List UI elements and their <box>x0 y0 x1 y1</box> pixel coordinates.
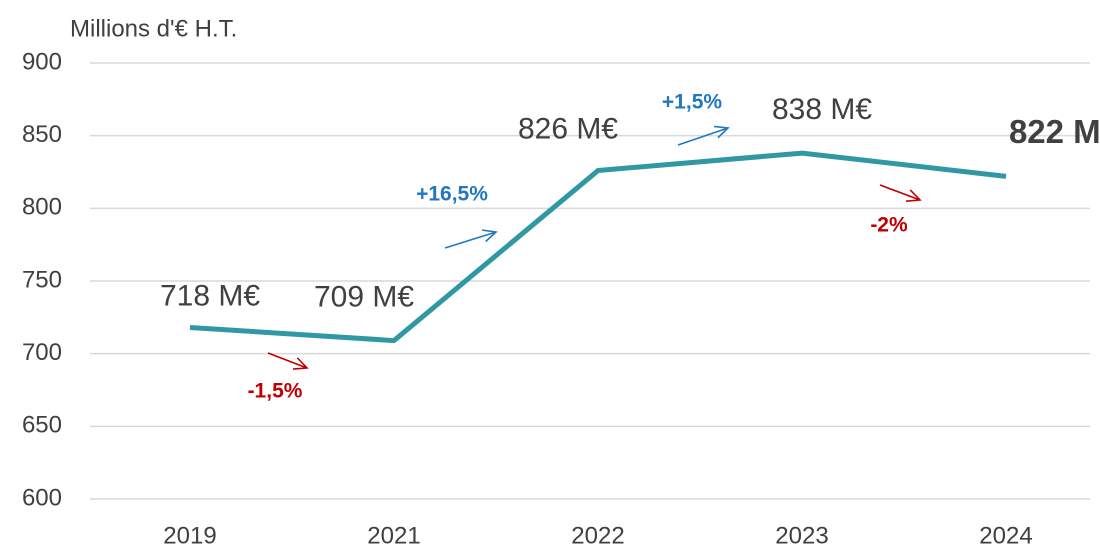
x-tick-label: 2021 <box>367 522 420 549</box>
y-tick-label: 900 <box>22 48 62 75</box>
y-tick-label: 800 <box>22 194 62 221</box>
x-tick-label: 2022 <box>571 522 624 549</box>
change-arrow <box>677 125 730 146</box>
data-label: 718 M€ <box>160 279 260 312</box>
y-tick-label: 850 <box>22 121 62 148</box>
change-annotation: +1,5% <box>662 91 722 114</box>
data-label: 709 M€ <box>314 281 414 314</box>
data-label: 838 M€ <box>772 93 872 126</box>
y-tick-label: 700 <box>22 339 62 366</box>
change-arrow <box>267 352 309 370</box>
data-line <box>189 150 1007 344</box>
change-arrow <box>444 229 498 249</box>
data-label: 826 M€ <box>518 112 618 145</box>
change-arrow <box>879 184 922 202</box>
y-tick-label: 600 <box>22 484 62 511</box>
x-tick-label: 2024 <box>979 522 1032 549</box>
data-label: 822 M€ <box>1009 113 1100 150</box>
change-annotation: +16,5% <box>416 183 488 206</box>
x-tick-label: 2023 <box>775 522 828 549</box>
y-tick-label: 650 <box>22 412 62 439</box>
change-annotation: -1,5% <box>248 380 303 403</box>
x-tick-label: 2019 <box>163 522 216 549</box>
change-annotation: -2% <box>870 214 908 237</box>
y-axis-label: Millions d'€ H.T. <box>70 15 237 42</box>
y-tick-label: 750 <box>22 266 62 293</box>
